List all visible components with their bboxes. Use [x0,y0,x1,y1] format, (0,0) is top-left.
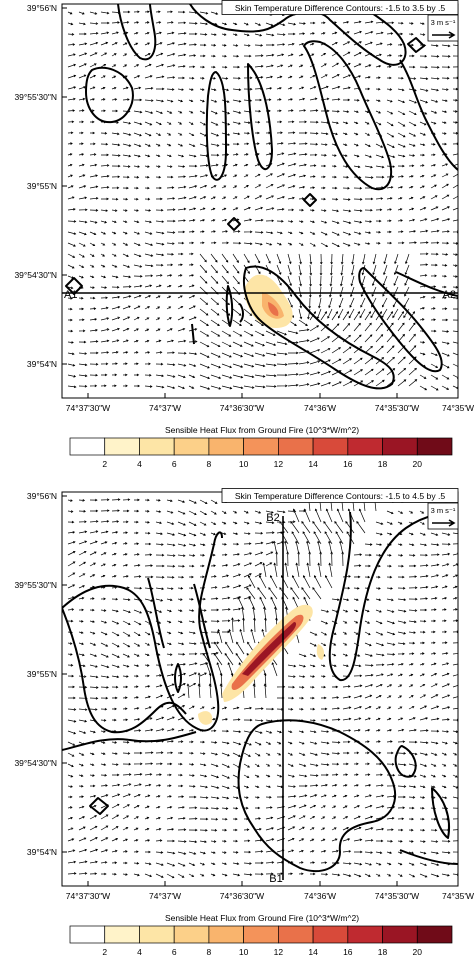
y-tick-label: 39°56'N [27,3,57,13]
colorbar-label: 8 [207,459,212,469]
panel: Skin Temperature Difference Contours: -1… [14,488,474,957]
title-box [221,488,459,503]
y-tick-label: 39°54'N [27,847,57,857]
colorbar-label: 8 [207,947,212,957]
colorbar-label: 14 [308,459,318,469]
colorbar-label: 18 [378,459,388,469]
colorbar-box [347,925,383,944]
heat-flux-field [198,604,325,725]
colorbar-box [312,925,349,944]
colorbar-box [104,925,140,944]
colorbar-box [416,925,453,944]
colorbar-box [416,437,453,456]
plot-frame [61,491,459,887]
colorbar-box [69,925,106,944]
y-tick-label: 39°54'30"N [14,758,57,768]
colorbar-label: 14 [308,947,318,957]
wind-vectors [67,10,458,391]
x-tick-label: 74°36'W [304,403,336,413]
y-tick-label: 39°55'N [27,181,57,191]
x-tick-label: 74°36'30"W [220,403,264,413]
y-tick-label: 39°54'N [27,359,57,369]
colorbar-box [278,437,314,456]
colorbar-title: Sensible Heat Flux from Ground Fire (10^… [165,913,359,923]
colorbar-label: 4 [137,459,142,469]
reference-box [427,14,459,42]
x-tick-label: 74°36'W [304,891,336,901]
title-box [221,0,459,15]
colorbar-label: 2 [102,459,107,469]
reference-box [427,502,459,530]
colorbar-box [278,925,314,944]
x-tick-label: 74°35'30"W [375,403,419,413]
section-label: A2 [443,289,456,301]
colorbar-box [69,437,106,456]
reference-vector-label: 3 m s⁻¹ [431,506,456,515]
colorbar-label: 20 [413,947,423,957]
colorbar-box [382,925,418,944]
colorbar-box [243,925,279,944]
colorbar-box [312,437,349,456]
reference-arrow [432,31,456,39]
colorbar-label: 6 [172,947,177,957]
wind-vector-field [67,492,458,879]
section-label: A1 [64,289,77,301]
colorbar-box [347,437,383,456]
panel-title: Skin Temperature Difference Contours: -1… [235,3,446,13]
colorbar-label: 10 [239,947,249,957]
x-tick-label: 74°37'30"W [66,403,110,413]
y-tick-label: 39°55'N [27,669,57,679]
colorbar-label: 16 [343,459,353,469]
colorbar-box [208,437,244,456]
colorbar-box [173,437,210,456]
colorbar-label: 18 [378,947,388,957]
x-tick-label: 74°37'W [149,891,181,901]
colorbar-label: 2 [102,947,107,957]
colorbar-box [104,437,140,456]
y-tick-label: 39°56'N [27,491,57,501]
x-tick-label: 74°37'30"W [66,891,110,901]
reference-vector-label: 3 m s⁻¹ [431,18,456,27]
y-tick-label: 39°55'30"N [14,580,57,590]
temperature-contours [65,4,458,390]
section-label: B2 [266,512,279,524]
y-tick-label: 39°55'30"N [14,92,57,102]
wind-vector-field [67,10,458,391]
x-tick-label: 74°35'W [442,891,474,901]
colorbar-box [208,925,244,944]
colorbar-box [139,437,175,456]
colorbar-label: 6 [172,459,177,469]
section-label: B1 [269,873,282,885]
colorbar-box [173,925,210,944]
colorbar-label: 12 [274,947,284,957]
wind-vectors [67,492,458,879]
x-tick-label: 74°35'W [442,403,474,413]
colorbar-label: 16 [343,947,353,957]
colorbar-box [382,437,418,456]
temperature-contours [62,511,458,873]
y-tick-label: 39°54'30"N [14,270,57,280]
panel: Skin Temperature Difference Contours: -1… [14,0,474,469]
reference-arrow [432,519,456,527]
heat-flux-field [244,274,293,329]
panel-title: Skin Temperature Difference Contours: -1… [235,491,446,501]
colorbar-label: 12 [274,459,284,469]
colorbar-label: 20 [413,459,423,469]
x-tick-label: 74°36'30"W [220,891,264,901]
colorbar-box [243,437,279,456]
colorbar-label: 10 [239,459,249,469]
colorbar-title: Sensible Heat Flux from Ground Fire (10^… [165,425,359,435]
colorbar-label: 4 [137,947,142,957]
x-tick-label: 74°35'30"W [375,891,419,901]
colorbar-box [139,925,175,944]
x-tick-label: 74°37'W [149,403,181,413]
